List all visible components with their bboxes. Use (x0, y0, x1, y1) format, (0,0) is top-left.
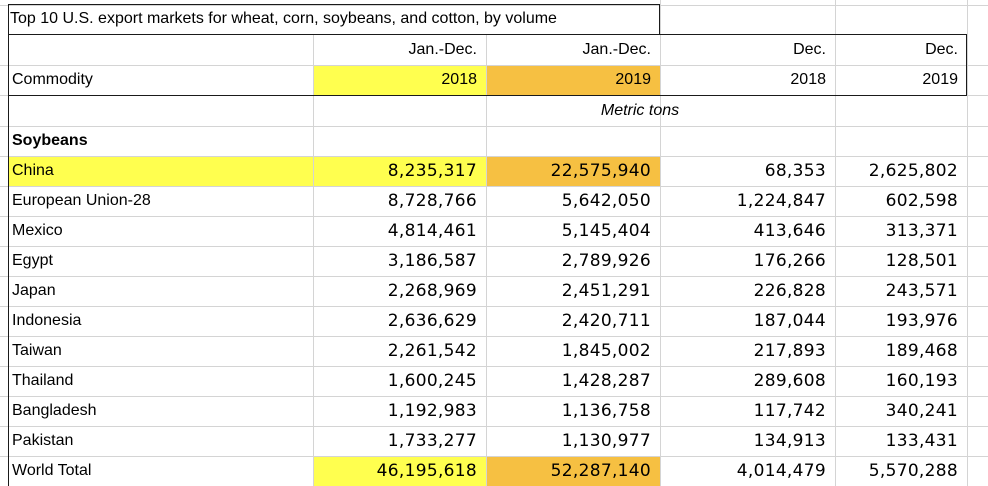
title-border-top (8, 4, 660, 5)
gridline (0, 156, 988, 157)
value-jan-dec-2019: 2,451,291 (561, 281, 651, 301)
value-jan-dec-2018: 2,261,542 (387, 341, 477, 361)
highlight-header-2019 (486, 65, 660, 95)
value-dec-2019: 133,431 (885, 431, 958, 451)
value-jan-dec-2018: 1,192,983 (387, 401, 477, 421)
gridline (0, 336, 988, 337)
gridline (486, 35, 487, 486)
value-jan-dec-2018: 8,728,766 (387, 191, 477, 211)
value-jan-dec-2018: 4,814,461 (387, 221, 477, 241)
value-jan-dec-2018: 2,636,629 (387, 311, 477, 331)
value-jan-dec-2019: 1,845,002 (561, 341, 651, 361)
header-border-bottom (8, 95, 967, 96)
value-dec-2018: 1,224,847 (736, 191, 826, 211)
value-dec-2019: 160,193 (885, 371, 958, 391)
section-heading: Soybeans (12, 132, 88, 149)
value-dec-2018: 68,353 (764, 161, 826, 181)
value-dec-2019: 2,625,802 (868, 161, 958, 181)
value-dec-2018: 117,742 (753, 401, 826, 421)
gridline (0, 216, 988, 217)
value-dec-2019: 602,598 (885, 191, 958, 211)
value-jan-dec-2019: 2,789,926 (561, 251, 651, 271)
highlight-total-2018 (313, 456, 486, 486)
value-jan-dec-2019: 1,136,758 (561, 401, 651, 421)
value-dec-2018: 187,044 (753, 311, 826, 331)
value-jan-dec-2019: 1,428,287 (561, 371, 651, 391)
value-dec-2019: 193,976 (885, 311, 958, 331)
value-jan-dec-2018: 8,235,317 (387, 161, 477, 181)
col-jan-dec-2018-year: 2018 (441, 71, 477, 88)
value-dec-2019: 5,570,288 (868, 461, 958, 481)
value-jan-dec-2018: 46,195,618 (376, 461, 477, 481)
value-dec-2018: 413,646 (753, 221, 826, 241)
gridline (660, 0, 661, 486)
value-jan-dec-2018: 2,268,969 (387, 281, 477, 301)
gridline (0, 5, 988, 6)
header-border-top (8, 34, 967, 35)
col-dec-2018-year: 2018 (790, 71, 826, 88)
gridline (0, 186, 988, 187)
value-dec-2019: 128,501 (885, 251, 958, 271)
value-dec-2018: 134,913 (753, 431, 826, 451)
value-dec-2019: 313,371 (885, 221, 958, 241)
unit-label: Metric tons (600, 102, 680, 119)
title-border-right (659, 4, 660, 35)
gridline (0, 126, 988, 127)
value-jan-dec-2019: 22,575,940 (550, 161, 651, 181)
value-dec-2019: 243,571 (885, 281, 958, 301)
highlight-header-2018 (313, 65, 486, 95)
gridline (0, 306, 988, 307)
value-jan-dec-2019: 52,287,140 (550, 461, 651, 481)
gridline (0, 456, 988, 457)
value-jan-dec-2018: 1,600,245 (387, 371, 477, 391)
value-jan-dec-2018: 3,186,587 (387, 251, 477, 271)
gridline (0, 65, 988, 66)
row-label: Thailand (12, 372, 74, 389)
value-dec-2019: 189,468 (885, 341, 958, 361)
row-label: World Total (12, 462, 92, 479)
gridline (0, 246, 988, 247)
col-jan-dec-2018-label: Jan.-Dec. (408, 41, 477, 58)
col-jan-dec-2019-year: 2019 (615, 71, 651, 88)
gridline (0, 396, 988, 397)
gridline (0, 426, 988, 427)
commodity-header: Commodity (12, 71, 93, 88)
row-label: Egypt (12, 252, 53, 269)
value-dec-2018: 289,608 (753, 371, 826, 391)
col-dec-2019-year: 2019 (922, 71, 958, 88)
col-jan-dec-2019-label: Jan.-Dec. (582, 41, 651, 58)
value-jan-dec-2018: 1,733,277 (387, 431, 477, 451)
row-label: Taiwan (12, 342, 62, 359)
highlight-china-2019 (486, 156, 660, 186)
gridline (0, 366, 988, 367)
value-jan-dec-2019: 1,130,977 (561, 431, 651, 451)
value-dec-2019: 340,241 (885, 401, 958, 421)
row-label: Indonesia (12, 312, 82, 329)
row-label: Japan (12, 282, 56, 299)
value-jan-dec-2019: 5,145,404 (561, 221, 651, 241)
row-label: Mexico (12, 222, 63, 239)
table-title: Top 10 U.S. export markets for wheat, co… (10, 10, 557, 27)
col-dec-2018-label: Dec. (793, 41, 826, 58)
highlight-china-row (8, 156, 486, 186)
row-label: Bangladesh (12, 402, 97, 419)
gridline (967, 0, 968, 486)
value-jan-dec-2019: 2,420,711 (561, 311, 651, 331)
row-label: Pakistan (12, 432, 74, 449)
row-label: European Union-28 (12, 192, 151, 209)
highlight-total-2019 (486, 456, 660, 486)
gridline (0, 276, 988, 277)
value-jan-dec-2019: 5,642,050 (561, 191, 651, 211)
value-dec-2018: 4,014,479 (736, 461, 826, 481)
value-dec-2018: 176,266 (753, 251, 826, 271)
header-border-right (966, 34, 967, 96)
value-dec-2018: 226,828 (753, 281, 826, 301)
gridline (835, 0, 836, 486)
row-label: China (12, 162, 54, 179)
col-dec-2019-label: Dec. (925, 41, 958, 58)
gridline (313, 35, 314, 486)
table-border-left (8, 4, 9, 486)
value-dec-2018: 217,893 (753, 341, 826, 361)
